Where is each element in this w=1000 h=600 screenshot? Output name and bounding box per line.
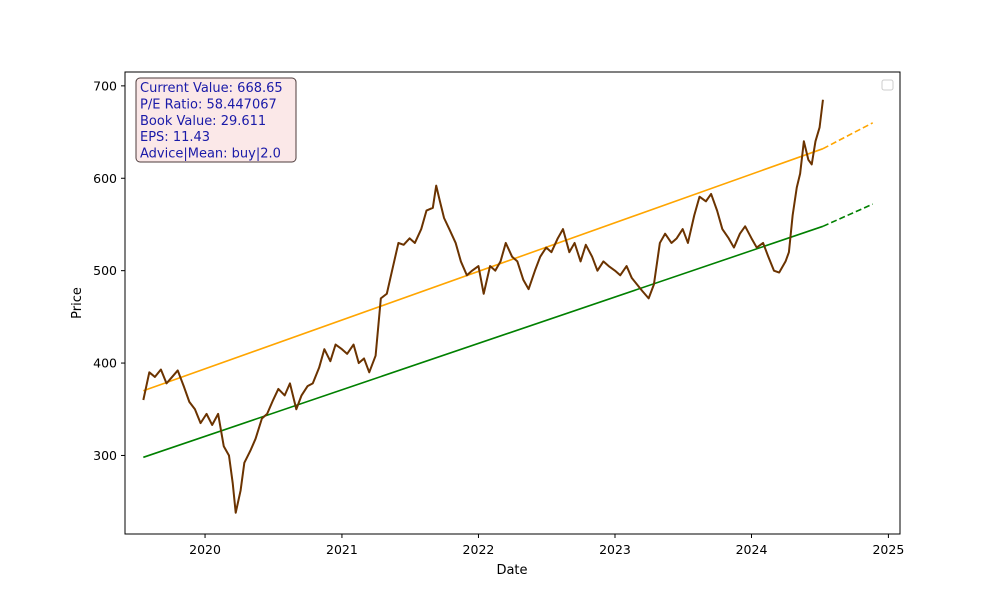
info-box-line: P/E Ratio: 58.447067 (140, 97, 277, 112)
y-axis-ticks: 300 400 500 600 700 (93, 78, 125, 463)
price-line (142, 99, 824, 514)
upper-trend-line (143, 147, 824, 392)
info-box-line: Advice|Mean: buy|2.0 (140, 147, 281, 162)
info-box-background (135, 77, 297, 163)
lower-trend-projection (822, 203, 874, 228)
y-tick-label: 500 (93, 263, 117, 278)
x-axis-label: Date (496, 563, 527, 578)
x-tick-label: 2025 (872, 542, 904, 557)
info-box: Current Value: 668.65P/E Ratio: 58.44706… (135, 77, 297, 163)
legend-box (881, 79, 894, 91)
x-tick-label: 2020 (189, 542, 221, 557)
y-tick-label: 700 (93, 78, 117, 93)
info-box-line: Current Value: 668.65 (140, 81, 283, 96)
info-box-line: Book Value: 29.611 (140, 114, 266, 129)
series-layer (142, 99, 874, 514)
y-tick-label: 600 (93, 171, 117, 186)
x-tick-label: 2024 (736, 542, 768, 557)
y-axis-label: Price (70, 287, 85, 319)
info-box-lines: Current Value: 668.65P/E Ratio: 58.44706… (140, 81, 283, 162)
y-tick-label: 400 (93, 356, 117, 371)
upper-trend-projection (822, 122, 874, 150)
info-box-line: EPS: 11.43 (140, 130, 210, 145)
y-tick-label: 300 (93, 448, 117, 463)
x-axis-ticks: 2020 2021 2022 2023 2024 2025 (189, 534, 904, 557)
x-tick-label: 2022 (463, 542, 495, 557)
x-tick-label: 2021 (326, 542, 358, 557)
lower-trend-line (143, 225, 824, 459)
x-tick-label: 2023 (599, 542, 631, 557)
